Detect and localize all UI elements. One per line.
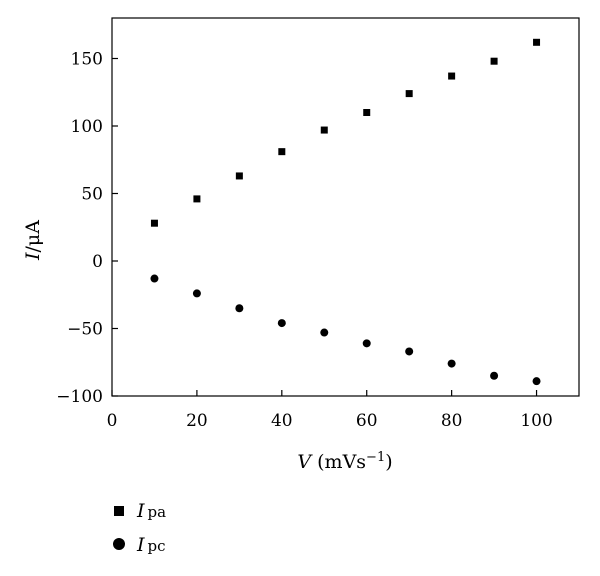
ipc-point (277, 319, 286, 328)
ipc-point (362, 339, 371, 348)
plot-frame (111, 17, 580, 397)
y-tick-label: −100 (56, 387, 103, 407)
y-tick-label: −50 (67, 320, 103, 340)
ipa-point (448, 72, 456, 80)
ipa-point (235, 172, 243, 180)
x-axis-var: V (297, 451, 313, 473)
y-axis-title: I/μA (22, 220, 44, 261)
x-tick-label: 100 (520, 411, 552, 431)
ipa-point (278, 148, 286, 156)
x-tick-label: 40 (271, 411, 293, 431)
ipa-point (320, 126, 328, 134)
x-tick-label: 20 (186, 411, 208, 431)
x-tick-label: 80 (441, 411, 463, 431)
x-tick-label: 0 (107, 411, 118, 431)
ipa-point (193, 195, 201, 203)
y-tick-label: 0 (92, 252, 103, 272)
x-tick-label: 60 (356, 411, 378, 431)
ipa-point (533, 38, 541, 46)
ipa-point (150, 219, 158, 227)
x-axis-unit-close: ) (385, 451, 392, 473)
legend-square-marker-icon (114, 506, 124, 516)
y-axis: −100 −50 0 50 100 150 (56, 50, 118, 407)
ipa-point (363, 109, 371, 116)
ipc-point (405, 347, 414, 356)
y-tick-label: 100 (71, 117, 103, 137)
ipc-point (532, 377, 541, 386)
y-axis-var: I (22, 252, 44, 261)
y-axis-unit: /μA (22, 220, 44, 253)
y-tick-label: 50 (81, 185, 103, 205)
data-marks (150, 38, 541, 386)
y-tick-label: 150 (71, 50, 103, 70)
ipc-point (320, 328, 329, 337)
ipc-point (235, 304, 244, 313)
legend-circle-marker-icon (113, 538, 125, 550)
x-axis-title: V (mVs−1) (297, 450, 392, 473)
ipc-point (192, 289, 201, 298)
x-axis-unit: (mVs (317, 451, 366, 473)
x-axis: 0 20 40 60 80 100 (107, 390, 553, 431)
ipc-point (150, 274, 159, 283)
ipc-point (490, 371, 499, 380)
x-axis-unit-exponent: −1 (366, 450, 385, 465)
ipa-point (405, 90, 413, 98)
ipa-point (490, 57, 498, 65)
ipc-point (447, 359, 456, 368)
